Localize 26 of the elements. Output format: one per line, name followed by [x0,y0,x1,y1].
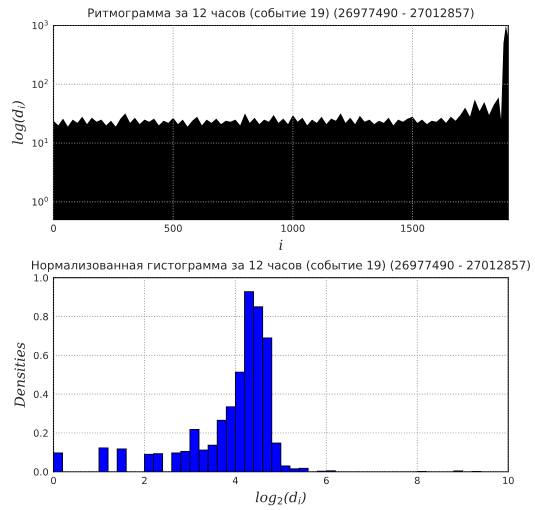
chart-title: Нормализованная гистограмма за 12 часов (событие 19) (26977490 - 27012857) [32,260,530,272]
y-axis-title: Densities [14,342,25,408]
y-tick-label: 0.6 [34,352,48,360]
y-tick-label: 1.0 [34,274,48,282]
x-tick-label: 6 [324,476,329,484]
y-tick-label: 0.8 [34,313,48,320]
x-tick-label: 0 [51,476,56,484]
y-tick-label: 0.4 [34,390,48,398]
y-tick-label: 10$^{1}$ [32,138,48,147]
x-tick-label: 10 [503,476,514,484]
x-axis-title: log$_{2}$(d$_{i}$) [256,492,306,506]
chart-title: Ритмограмма за 12 часов (событие 19) (26977490 - 27012857) [88,8,474,20]
x-tick-label: 4 [232,476,238,484]
x-tick-label: 2 [142,476,147,484]
x-axis-title: i [279,240,282,250]
y-axis-title: log(d$_{i}$) [12,101,26,144]
y-tick-label: 0.2 [34,429,48,437]
y-tick-label: 10$^{3}$ [32,20,48,30]
x-tick-label: 1000 [282,224,305,232]
x-tick-label: 500 [164,224,182,232]
x-tick-label: 1500 [401,224,424,232]
y-tick-label: 10$^{0}$ [32,196,48,206]
y-tick-label: 10$^{2}$ [32,79,48,88]
x-tick-label: 0 [51,224,56,232]
x-tick-label: 8 [414,476,420,484]
y-tick-label: 0.0 [34,468,48,476]
